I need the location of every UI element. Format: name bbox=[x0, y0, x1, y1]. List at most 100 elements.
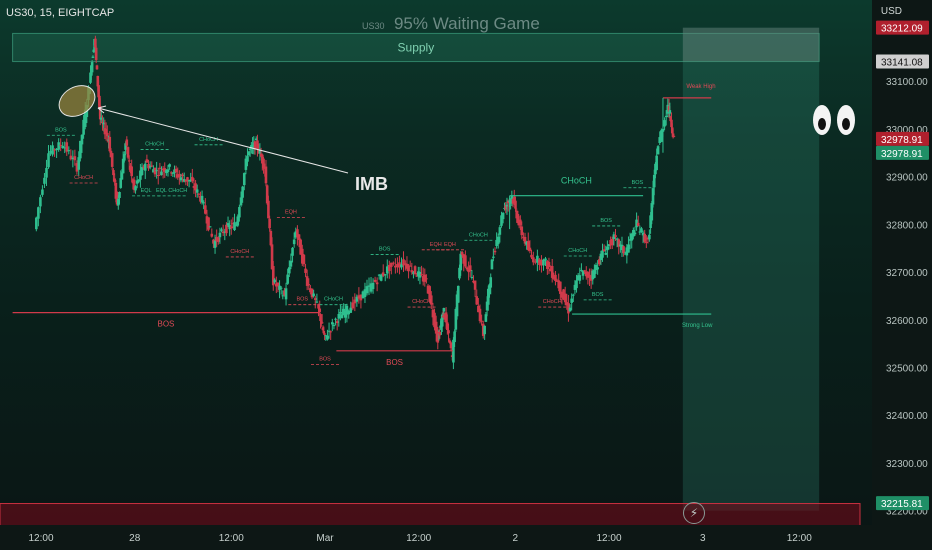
candle-body bbox=[452, 339, 455, 363]
price-label-bg-3 bbox=[876, 145, 929, 160]
candle-body bbox=[635, 219, 638, 228]
candle-body bbox=[242, 173, 246, 186]
candle-body bbox=[586, 272, 590, 278]
candle-body bbox=[622, 246, 625, 254]
candle-body bbox=[153, 167, 157, 175]
candle-body bbox=[312, 293, 315, 297]
candle-body bbox=[455, 294, 459, 317]
candle-body bbox=[323, 333, 326, 335]
candle-body bbox=[520, 226, 524, 236]
candle-body bbox=[45, 167, 48, 178]
candle-body bbox=[398, 262, 401, 268]
candle-body bbox=[351, 302, 355, 309]
x-tick-label-4: 12:00 bbox=[406, 533, 431, 544]
symbol-header[interactable]: US30, 15, EIGHTCAP bbox=[6, 7, 115, 19]
candle-body bbox=[94, 47, 98, 61]
candle-body bbox=[433, 312, 436, 328]
candle-body bbox=[549, 268, 552, 272]
price-label-3: 32978.91 bbox=[881, 149, 923, 160]
candle-body bbox=[470, 276, 474, 278]
candle-body bbox=[478, 308, 482, 322]
candle-body bbox=[283, 290, 286, 296]
candle-body bbox=[321, 327, 325, 331]
candle-body bbox=[49, 150, 52, 154]
candle-body bbox=[425, 278, 428, 280]
candle-body bbox=[215, 237, 218, 242]
candle-body bbox=[562, 289, 565, 300]
candle-body bbox=[581, 270, 585, 276]
candle-body bbox=[438, 331, 442, 336]
candle-body bbox=[119, 178, 123, 188]
candle-body bbox=[112, 170, 115, 176]
candle-body bbox=[77, 157, 81, 170]
tag-label-1: CHoCH bbox=[74, 175, 93, 181]
candle-body bbox=[195, 189, 199, 193]
candle-body bbox=[468, 265, 472, 272]
candle-body bbox=[449, 342, 453, 349]
candle-body bbox=[516, 214, 520, 224]
watermark-title: 95% Waiting Game bbox=[393, 14, 540, 33]
candle-body bbox=[79, 140, 82, 159]
candle-body bbox=[453, 331, 456, 343]
candle-body bbox=[627, 244, 630, 253]
candle-body bbox=[168, 164, 171, 167]
candle-body bbox=[91, 56, 95, 58]
zone-gray-band bbox=[682, 27, 820, 62]
candle-body bbox=[567, 302, 570, 314]
y-tick-label-1: 33000.00 bbox=[886, 125, 928, 136]
candle-body bbox=[69, 155, 73, 160]
tag-label-6: CHoCH bbox=[230, 249, 249, 255]
candle-body bbox=[601, 250, 604, 258]
candle-body bbox=[495, 239, 498, 247]
imb-ellipse bbox=[58, 85, 96, 117]
candle-body bbox=[538, 259, 541, 265]
candle-body bbox=[633, 232, 637, 235]
candle-body bbox=[35, 217, 38, 230]
tag-label-0: BOS bbox=[55, 127, 67, 133]
candle-body bbox=[559, 281, 562, 294]
candle-body bbox=[500, 215, 503, 226]
candle-body bbox=[97, 85, 100, 98]
candle-body bbox=[99, 117, 103, 120]
candle-body bbox=[373, 279, 377, 282]
candle-body bbox=[218, 232, 222, 238]
candle-body bbox=[313, 298, 317, 300]
candle-body bbox=[340, 314, 344, 319]
candle-body bbox=[63, 147, 67, 149]
tag-label-8: BOS bbox=[296, 297, 308, 303]
candle-body bbox=[343, 310, 347, 318]
candle-body bbox=[655, 155, 658, 171]
candle-body bbox=[534, 261, 537, 263]
candle-body bbox=[484, 314, 488, 322]
candle-body bbox=[361, 291, 365, 299]
candle-body bbox=[359, 294, 363, 301]
candle-body bbox=[113, 178, 116, 183]
candle-body bbox=[532, 257, 535, 263]
candle-body bbox=[363, 289, 367, 298]
currency-label: USD bbox=[880, 6, 902, 17]
candle-body bbox=[143, 163, 147, 171]
tag-label-13: EQH bbox=[444, 242, 456, 248]
candle-body bbox=[505, 204, 509, 207]
candle-body bbox=[646, 237, 650, 240]
candle-body bbox=[489, 277, 493, 288]
candle-body bbox=[636, 222, 640, 226]
candle-body bbox=[126, 147, 130, 158]
candle-body bbox=[365, 286, 369, 294]
lightning-icon[interactable]: ⚡ bbox=[683, 502, 705, 524]
y-tick-label-2: 32900.00 bbox=[886, 173, 928, 184]
candle-body bbox=[472, 280, 475, 283]
y-tick-label-0: 33100.00 bbox=[886, 77, 928, 88]
candle-body bbox=[337, 313, 341, 319]
candle-body bbox=[575, 280, 578, 289]
candle-body bbox=[488, 284, 491, 294]
candle-body bbox=[447, 330, 450, 334]
candle-body bbox=[547, 261, 551, 268]
candle-body bbox=[555, 280, 559, 282]
price-label-bg-2 bbox=[876, 131, 929, 146]
candle-body bbox=[148, 166, 152, 168]
candle-body bbox=[194, 183, 197, 191]
candle-body bbox=[429, 295, 433, 305]
